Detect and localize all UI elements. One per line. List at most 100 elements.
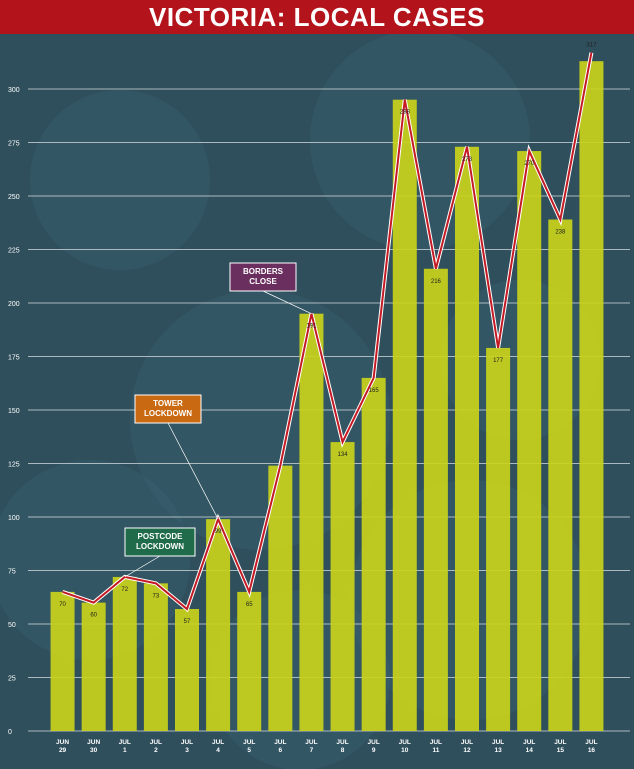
bar-10 bbox=[361, 377, 386, 731]
bar-layer bbox=[50, 61, 604, 732]
x-tick-month-14: JUL bbox=[492, 739, 504, 746]
x-tick-month-5: JUL bbox=[212, 739, 224, 746]
data-label-9: 134 bbox=[338, 452, 349, 458]
bar-6 bbox=[237, 591, 262, 731]
x-tick-month-7: JUL bbox=[274, 739, 286, 746]
annotation-leader-0 bbox=[124, 555, 161, 578]
x-tick-month-6: JUL bbox=[243, 739, 255, 746]
x-tick-day-10: 9 bbox=[372, 747, 376, 754]
title-bar bbox=[0, 0, 634, 34]
y-tick-label-250: 250 bbox=[8, 194, 20, 201]
x-tick-day-13: 12 bbox=[463, 747, 471, 754]
bar-0 bbox=[50, 591, 75, 731]
bar-3 bbox=[143, 583, 168, 731]
x-tick-day-7: 6 bbox=[279, 747, 283, 754]
bar-17 bbox=[579, 61, 604, 732]
annotation-layer: POSTCODELOCKDOWNTOWERLOCKDOWNBORDERSCLOS… bbox=[124, 262, 312, 578]
x-tick-month-12: JUL bbox=[430, 739, 442, 746]
x-tick-day-5: 4 bbox=[216, 747, 220, 754]
y-tick-label-0: 0 bbox=[8, 729, 12, 736]
x-tick-month-16: JUL bbox=[554, 739, 566, 746]
x-tick-month-4: JUL bbox=[181, 739, 193, 746]
bar-2 bbox=[112, 576, 137, 731]
y-tick-label-300: 300 bbox=[8, 87, 20, 94]
bar-13 bbox=[455, 146, 479, 731]
data-label-6: 65 bbox=[246, 602, 253, 608]
annotation-leader-1 bbox=[167, 422, 219, 520]
x-tick-day-3: 2 bbox=[154, 747, 158, 754]
x-tick-month-2: JUL bbox=[119, 739, 131, 746]
x-tick-month-1: JUN bbox=[87, 739, 100, 746]
data-label-17: 317 bbox=[586, 43, 597, 49]
annotation-text-1-0: TOWER bbox=[153, 399, 183, 408]
y-tick-label-75: 75 bbox=[8, 569, 16, 576]
series-line bbox=[62, 52, 593, 611]
x-tick-day-16: 15 bbox=[557, 747, 565, 754]
y-tick-label-50: 50 bbox=[8, 622, 16, 629]
data-label-2: 72 bbox=[121, 587, 128, 593]
data-label-12: 216 bbox=[431, 279, 442, 285]
bar-15 bbox=[517, 151, 542, 731]
y-tick-label-150: 150 bbox=[8, 408, 20, 415]
chart-title: VICTORIA: LOCAL CASES bbox=[148, 2, 485, 32]
y-tick-label-175: 175 bbox=[8, 355, 20, 362]
bar-11 bbox=[392, 99, 417, 731]
x-tick-day-4: 3 bbox=[185, 747, 189, 754]
x-tick-month-9: JUL bbox=[336, 739, 348, 746]
y-tick-label-200: 200 bbox=[8, 301, 20, 308]
x-tick-day-9: 8 bbox=[341, 747, 345, 754]
x-tick-day-11: 10 bbox=[401, 747, 409, 754]
data-label-11: 288 bbox=[400, 110, 411, 116]
x-tick-day-17: 16 bbox=[588, 747, 596, 754]
y-tick-label-25: 25 bbox=[8, 676, 16, 683]
bar-9 bbox=[330, 442, 355, 731]
bar-16 bbox=[548, 219, 573, 732]
background-texture-1 bbox=[310, 30, 530, 250]
data-label-8: 191 bbox=[306, 324, 317, 330]
data-label-5: 99 bbox=[215, 529, 222, 535]
x-tick-month-13: JUL bbox=[461, 739, 473, 746]
annotation-leader-2 bbox=[262, 290, 312, 315]
x-tick-month-11: JUL bbox=[399, 739, 411, 746]
bar-8 bbox=[299, 313, 324, 731]
x-tick-month-15: JUL bbox=[523, 739, 535, 746]
data-label-4: 57 bbox=[184, 619, 191, 625]
bar-5 bbox=[206, 519, 231, 731]
y-tick-label-100: 100 bbox=[8, 515, 20, 522]
x-tick-day-1: 30 bbox=[90, 747, 98, 754]
x-axis-ticks: JUN29JUN30JUL1JUL2JUL3JUL4JUL5JUL6JUL7JU… bbox=[56, 739, 598, 754]
background-texture-4 bbox=[0, 460, 190, 660]
background-texture-2 bbox=[130, 290, 390, 550]
annotation-text-0-1: LOCKDOWN bbox=[136, 542, 184, 551]
x-tick-day-12: 11 bbox=[432, 747, 439, 754]
data-label-13: 273 bbox=[462, 157, 473, 163]
x-tick-day-15: 14 bbox=[526, 747, 534, 754]
bar-4 bbox=[175, 609, 199, 731]
data-label-10: 165 bbox=[369, 388, 380, 394]
annotation-text-2-1: CLOSE bbox=[249, 277, 277, 286]
y-axis-ticks: 0 25 50 75 100 125 150 175 200 225 250 275 300 bbox=[8, 87, 20, 736]
bar-14 bbox=[486, 347, 511, 731]
x-tick-month-0: JUN bbox=[56, 739, 69, 746]
data-label-0: 70 bbox=[59, 602, 66, 608]
y-tick-label-225: 225 bbox=[8, 248, 20, 255]
data-label-3: 73 bbox=[153, 593, 160, 599]
x-tick-month-8: JUL bbox=[305, 739, 317, 746]
data-label-layer: 70 60 72 73 57 99 65 191 134 165 288 216 273 177 270 23… bbox=[59, 43, 597, 625]
data-label-15: 270 bbox=[524, 161, 535, 167]
x-tick-month-3: JUL bbox=[150, 739, 162, 746]
data-label-16: 238 bbox=[555, 230, 566, 236]
bar-1 bbox=[81, 602, 106, 731]
x-tick-day-14: 13 bbox=[494, 747, 502, 754]
annotation-text-1-1: LOCKDOWN bbox=[144, 409, 192, 418]
line-layer bbox=[61, 52, 594, 613]
x-tick-day-6: 5 bbox=[247, 747, 251, 754]
x-tick-month-10: JUL bbox=[368, 739, 380, 746]
bar-12 bbox=[423, 268, 448, 731]
y-tick-label-125: 125 bbox=[8, 462, 20, 469]
x-tick-day-0: 29 bbox=[59, 747, 67, 754]
x-tick-month-17: JUL bbox=[585, 739, 597, 746]
x-tick-day-2: 1 bbox=[123, 747, 127, 754]
